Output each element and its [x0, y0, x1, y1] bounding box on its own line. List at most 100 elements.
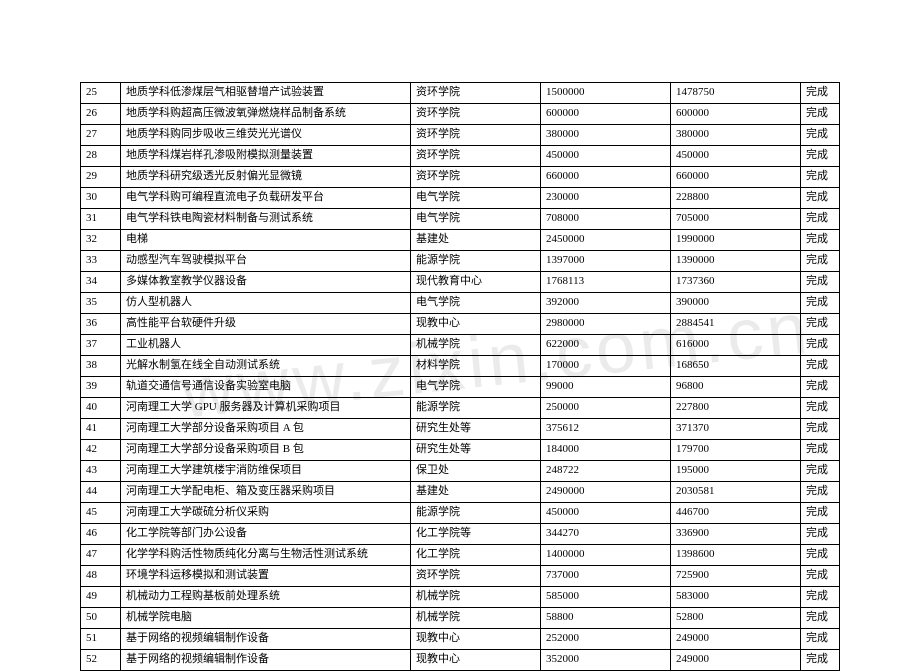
row-name: 河南理工大学 GPU 服务器及计算机采购项目 [121, 398, 411, 419]
row-status: 完成 [801, 167, 840, 188]
row-no: 40 [81, 398, 121, 419]
row-status: 完成 [801, 503, 840, 524]
row-status: 完成 [801, 230, 840, 251]
row-name: 工业机器人 [121, 335, 411, 356]
row-name: 光解水制氢在线全自动测试系统 [121, 356, 411, 377]
row-dept: 电气学院 [411, 377, 541, 398]
row-actual: 380000 [671, 125, 801, 146]
row-status: 完成 [801, 629, 840, 650]
row-budget: 184000 [541, 440, 671, 461]
row-budget: 1768113 [541, 272, 671, 293]
row-dept: 电气学院 [411, 293, 541, 314]
row-actual: 725900 [671, 566, 801, 587]
row-name: 机械动力工程购基板前处理系统 [121, 587, 411, 608]
table-row: 37工业机器人机械学院622000616000完成 [81, 335, 840, 356]
row-actual: 1398600 [671, 545, 801, 566]
row-no: 41 [81, 419, 121, 440]
row-name: 河南理工大学配电柜、箱及变压器采购项目 [121, 482, 411, 503]
row-actual: 660000 [671, 167, 801, 188]
row-actual: 1737360 [671, 272, 801, 293]
row-name: 动感型汽车驾驶模拟平台 [121, 251, 411, 272]
row-name: 轨道交通信号通信设备实验室电脑 [121, 377, 411, 398]
table-row: 30电气学科购可编程直流电子负载研发平台电气学院230000228800完成 [81, 188, 840, 209]
row-budget: 380000 [541, 125, 671, 146]
row-status: 完成 [801, 335, 840, 356]
row-status: 完成 [801, 125, 840, 146]
row-name: 多媒体教室教学仪器设备 [121, 272, 411, 293]
row-no: 42 [81, 440, 121, 461]
row-no: 46 [81, 524, 121, 545]
row-status: 完成 [801, 293, 840, 314]
row-no: 31 [81, 209, 121, 230]
row-budget: 622000 [541, 335, 671, 356]
row-budget: 1400000 [541, 545, 671, 566]
row-name: 地质学科煤岩样孔渗吸附模拟测量装置 [121, 146, 411, 167]
row-budget: 450000 [541, 503, 671, 524]
row-status: 完成 [801, 587, 840, 608]
table-row: 26地质学科购超高压微波氧弹燃烧样品制备系统资环学院600000600000完成 [81, 104, 840, 125]
row-no: 51 [81, 629, 121, 650]
row-actual: 390000 [671, 293, 801, 314]
row-name: 河南理工大学建筑楼宇消防维保项目 [121, 461, 411, 482]
row-status: 完成 [801, 545, 840, 566]
row-no: 45 [81, 503, 121, 524]
row-status: 完成 [801, 440, 840, 461]
row-budget: 392000 [541, 293, 671, 314]
row-name: 电梯 [121, 230, 411, 251]
row-budget: 252000 [541, 629, 671, 650]
row-name: 机械学院电脑 [121, 608, 411, 629]
table-row: 36高性能平台软硬件升级现教中心29800002884541完成 [81, 314, 840, 335]
table-row: 48环境学科运移模拟和测试装置资环学院737000725900完成 [81, 566, 840, 587]
row-dept: 机械学院 [411, 335, 541, 356]
row-name: 环境学科运移模拟和测试装置 [121, 566, 411, 587]
row-status: 完成 [801, 524, 840, 545]
row-no: 32 [81, 230, 121, 251]
row-dept: 机械学院 [411, 608, 541, 629]
row-actual: 96800 [671, 377, 801, 398]
row-name: 基于网络的视频编辑制作设备 [121, 650, 411, 671]
table-row: 43河南理工大学建筑楼宇消防维保项目保卫处248722195000完成 [81, 461, 840, 482]
row-actual: 179700 [671, 440, 801, 461]
row-dept: 化工学院 [411, 545, 541, 566]
row-dept: 化工学院等 [411, 524, 541, 545]
table-row: 28地质学科煤岩样孔渗吸附模拟测量装置资环学院450000450000完成 [81, 146, 840, 167]
row-name: 河南理工大学部分设备采购项目 A 包 [121, 419, 411, 440]
row-budget: 2490000 [541, 482, 671, 503]
row-no: 47 [81, 545, 121, 566]
row-dept: 现教中心 [411, 650, 541, 671]
row-budget: 170000 [541, 356, 671, 377]
row-dept: 现教中心 [411, 629, 541, 650]
row-actual: 600000 [671, 104, 801, 125]
row-no: 27 [81, 125, 121, 146]
row-no: 33 [81, 251, 121, 272]
row-dept: 保卫处 [411, 461, 541, 482]
row-dept: 基建处 [411, 230, 541, 251]
row-budget: 708000 [541, 209, 671, 230]
row-budget: 248722 [541, 461, 671, 482]
row-name: 电气学科铁电陶瓷材料制备与测试系统 [121, 209, 411, 230]
row-status: 完成 [801, 188, 840, 209]
row-actual: 1990000 [671, 230, 801, 251]
row-dept: 现代教育中心 [411, 272, 541, 293]
table-row: 42河南理工大学部分设备采购项目 B 包研究生处等184000179700完成 [81, 440, 840, 461]
row-status: 完成 [801, 251, 840, 272]
row-actual: 1390000 [671, 251, 801, 272]
row-actual: 2030581 [671, 482, 801, 503]
table-row: 49机械动力工程购基板前处理系统机械学院585000583000完成 [81, 587, 840, 608]
table-row: 31电气学科铁电陶瓷材料制备与测试系统电气学院708000705000完成 [81, 209, 840, 230]
row-dept: 资环学院 [411, 566, 541, 587]
table-row: 46化工学院等部门办公设备化工学院等344270336900完成 [81, 524, 840, 545]
row-dept: 资环学院 [411, 146, 541, 167]
row-status: 完成 [801, 146, 840, 167]
row-name: 电气学科购可编程直流电子负载研发平台 [121, 188, 411, 209]
row-actual: 168650 [671, 356, 801, 377]
table-row: 33动感型汽车驾驶模拟平台能源学院13970001390000完成 [81, 251, 840, 272]
row-dept: 电气学院 [411, 209, 541, 230]
row-actual: 1478750 [671, 83, 801, 104]
row-dept: 研究生处等 [411, 440, 541, 461]
row-budget: 344270 [541, 524, 671, 545]
row-name: 地质学科购超高压微波氧弹燃烧样品制备系统 [121, 104, 411, 125]
row-status: 完成 [801, 398, 840, 419]
row-status: 完成 [801, 650, 840, 671]
row-status: 完成 [801, 608, 840, 629]
